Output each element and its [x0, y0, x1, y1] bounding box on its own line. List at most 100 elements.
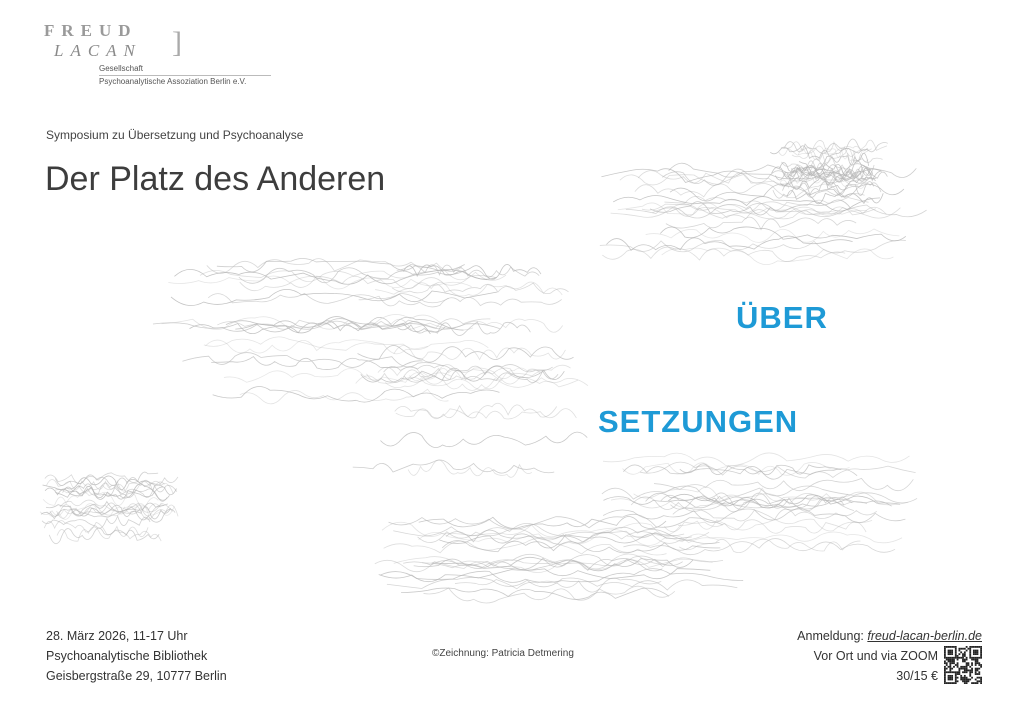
logo-bracket: ]: [172, 26, 182, 59]
qr-module: [963, 653, 966, 656]
drawing-stroke: [664, 196, 869, 211]
qr-module: [978, 646, 981, 648]
qr-module: [974, 646, 977, 648]
qr-module: [960, 678, 963, 681]
drawing-stroke: [203, 336, 489, 351]
drawing-stroke: [795, 167, 861, 182]
drawing-stroke: [216, 258, 465, 273]
drawing-stroke: [393, 523, 685, 539]
qr-module: [958, 671, 961, 674]
qr-module: [953, 646, 955, 648]
qr-module: [944, 655, 946, 657]
qr-module: [967, 678, 970, 681]
qr-module: [965, 678, 968, 681]
drawing-stroke: [784, 166, 867, 183]
qr-module: [945, 656, 948, 659]
qr-module: [967, 647, 970, 650]
qr-module: [953, 658, 955, 661]
drawing-stroke: [217, 318, 491, 330]
qr-module: [978, 673, 981, 675]
drawing-stroke: [212, 386, 500, 403]
drawing-stroke: [352, 459, 555, 474]
qr-module: [974, 658, 977, 661]
qr-module: [954, 646, 957, 648]
event-details: 28. März 2026, 11-17 Uhr Psychoanalytisc…: [46, 626, 227, 686]
qr-module: [965, 658, 968, 661]
registration-link[interactable]: freud-lacan-berlin.de: [867, 629, 982, 643]
qr-module: [945, 667, 948, 670]
qr-module: [969, 671, 972, 674]
drawing-stroke: [55, 486, 177, 500]
qr-module: [958, 647, 961, 650]
drawing-stroke: [771, 166, 873, 182]
drawing-stroke: [602, 246, 846, 262]
qr-module: [976, 660, 979, 663]
drawing-stroke: [603, 495, 853, 508]
qr-module: [971, 671, 973, 674]
drawing-stroke: [403, 554, 683, 570]
qr-module: [980, 651, 982, 654]
qr-module: [971, 676, 973, 679]
qr-module: [962, 676, 964, 679]
drawing-stroke: [355, 375, 589, 390]
qr-module: [976, 680, 979, 683]
drawing-stroke: [384, 376, 579, 391]
qr-module: [960, 656, 963, 659]
qr-module: [969, 653, 972, 656]
qr-module: [974, 660, 977, 663]
qr-module: [947, 678, 950, 681]
drawing-stroke: [623, 538, 896, 556]
qr-module: [974, 678, 977, 681]
logo-subtitle-1: Gesellschaft: [99, 64, 144, 73]
drawing-stroke: [403, 370, 559, 383]
drawing-stroke: [634, 183, 865, 199]
qr-module: [971, 656, 973, 659]
drawing-stroke: [413, 558, 663, 572]
qr-module: [971, 662, 973, 665]
qr-module: [962, 656, 964, 659]
qr-module: [974, 682, 977, 684]
qr-module: [951, 651, 954, 654]
drawing-stroke: [786, 190, 884, 205]
qr-module: [974, 656, 977, 659]
qr-module: [954, 651, 957, 654]
qr-module: [965, 649, 968, 652]
qr-module: [965, 680, 968, 683]
drawing-stroke: [661, 247, 894, 266]
drawing-stroke: [784, 138, 888, 154]
qr-module: [944, 656, 946, 659]
qr-module: [944, 653, 946, 656]
qr-module: [965, 656, 968, 659]
qr-module: [945, 664, 948, 666]
drawing-stroke: [663, 519, 867, 534]
qr-module: [944, 651, 946, 654]
qr-module: [949, 653, 952, 656]
drawing-stroke: [403, 264, 542, 280]
qr-module: [969, 669, 972, 672]
qr-module: [949, 676, 952, 679]
drawing-stroke: [610, 203, 901, 220]
qr-module: [951, 674, 954, 677]
qr-module: [965, 667, 968, 670]
qr-module: [956, 680, 959, 683]
qr-code-icon[interactable]: [944, 646, 982, 684]
drawing-stroke: [649, 199, 851, 216]
qr-module: [947, 674, 950, 677]
drawing-stroke: [653, 477, 914, 492]
qr-module: [956, 671, 959, 674]
qr-module: [960, 647, 963, 650]
qr-module: [965, 662, 968, 665]
qr-module: [980, 656, 982, 659]
qr-module: [944, 676, 946, 679]
drawing-stroke: [601, 485, 918, 504]
qr-module: [965, 682, 968, 684]
drawing-stroke: [388, 513, 723, 530]
qr-module: [978, 662, 981, 665]
qr-module: [954, 653, 957, 656]
qr-module: [965, 646, 968, 648]
drawing-stroke: [633, 486, 849, 502]
qr-module: [956, 664, 959, 666]
registration-info: Anmeldung: freud-lacan-berlin.de Vor Ort…: [797, 626, 982, 686]
qr-module: [980, 665, 982, 668]
qr-module: [974, 649, 977, 652]
